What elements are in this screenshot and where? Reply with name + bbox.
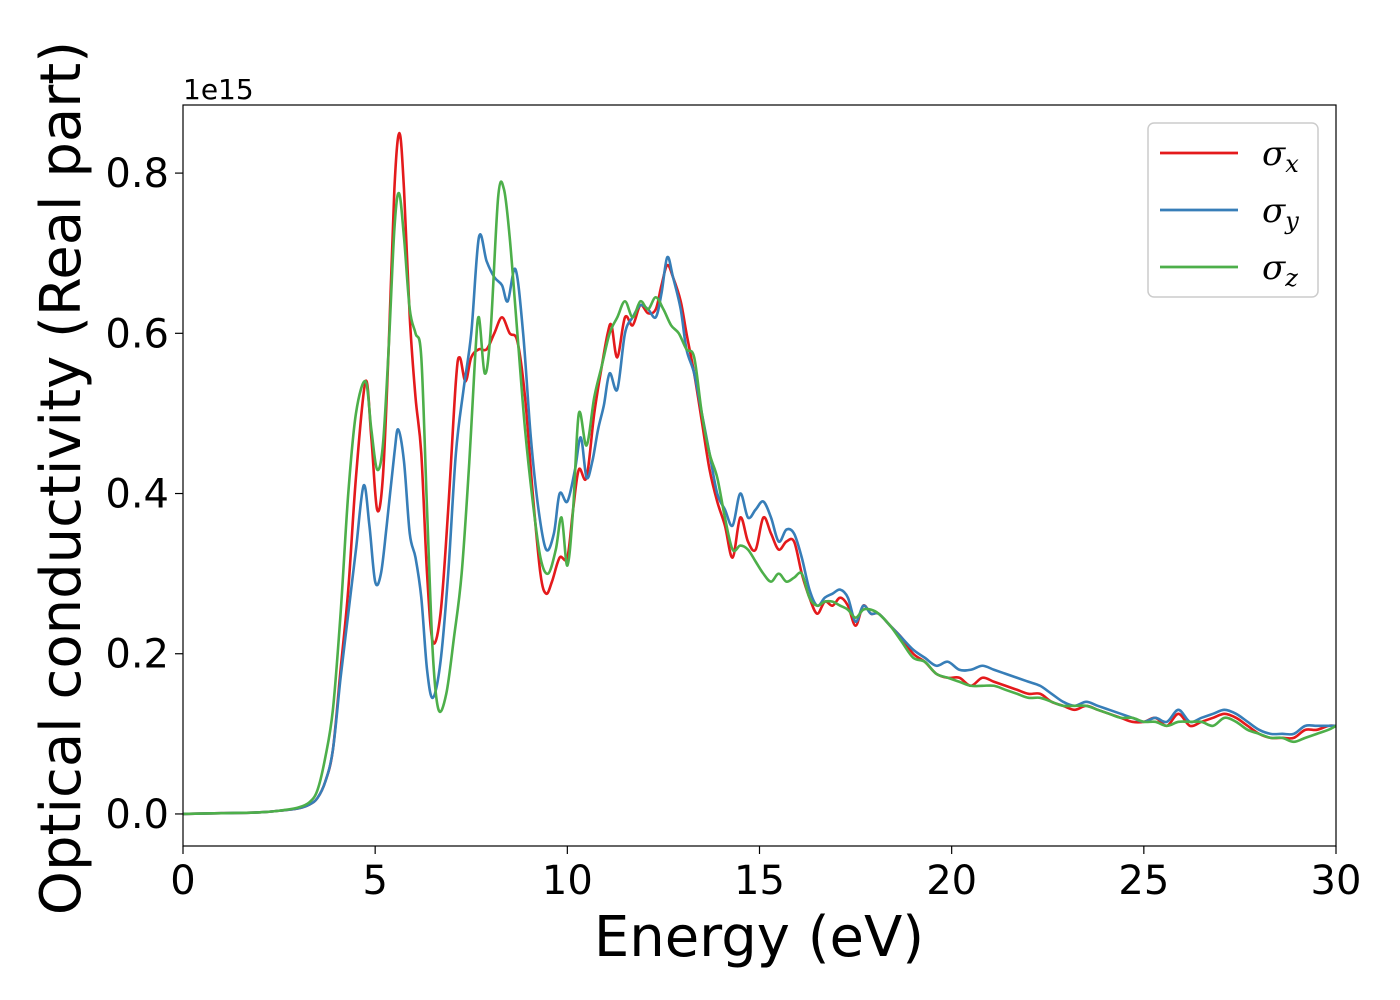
x-tick-label: 25 (1118, 858, 1169, 904)
y-axis: 0.0 0.2 0.4 0.6 0.8 (105, 151, 183, 838)
x-tick-label: 30 (1311, 858, 1362, 904)
x-tick-label: 15 (734, 858, 785, 904)
legend-label-x: σx (1262, 134, 1299, 178)
x-tick-label: 5 (362, 858, 387, 904)
legend-subscript: z (1284, 264, 1298, 292)
x-tick-label: 10 (542, 858, 593, 904)
x-axis-title: Energy (eV) (594, 905, 924, 970)
legend-symbol: σ (1262, 248, 1286, 288)
legend-label-z: σz (1262, 248, 1298, 292)
legend-label-y: σy (1262, 191, 1299, 235)
series-line-z (183, 180, 1336, 816)
x-tick-label: 20 (926, 858, 977, 904)
series-layer (183, 131, 1336, 816)
x-axis: 0 5 10 15 20 25 30 (170, 846, 1361, 904)
y-tick-label: 0.0 (105, 792, 169, 838)
y-tick-label: 0.8 (105, 151, 169, 197)
x-tick-label: 0 (170, 858, 195, 904)
y-offset-label: 1e15 (183, 73, 254, 106)
legend-symbol: σ (1262, 134, 1286, 174)
legend-subscript: y (1284, 207, 1299, 235)
y-tick-label: 0.2 (105, 632, 169, 678)
y-tick-label: 0.4 (105, 472, 169, 518)
y-tick-label: 0.6 (105, 311, 169, 357)
y-axis-title: Optical conductivity (Real part) (29, 41, 94, 915)
legend-subscript: x (1285, 150, 1299, 178)
legend-symbol: σ (1262, 191, 1286, 231)
